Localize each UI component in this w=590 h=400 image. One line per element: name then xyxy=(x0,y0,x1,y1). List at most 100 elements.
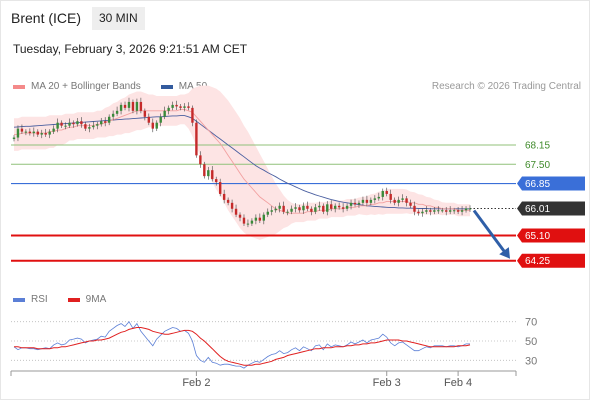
candle xyxy=(218,178,222,197)
candle xyxy=(76,117,79,127)
candle-body xyxy=(88,127,91,129)
candle-body xyxy=(377,196,380,199)
candle-body xyxy=(452,210,456,212)
candle xyxy=(111,110,115,121)
candle xyxy=(322,203,325,215)
candle-body xyxy=(104,121,107,123)
candle xyxy=(36,129,39,137)
candle-body xyxy=(127,101,131,108)
projection-arrow-shaft xyxy=(472,209,508,255)
timestamp: Tuesday, February 3, 2026 9:21:51 AM CET xyxy=(13,42,248,56)
candle xyxy=(341,203,345,213)
candle-body xyxy=(270,210,273,212)
level-tag-label-5: 64.25 xyxy=(525,256,550,267)
candle-body xyxy=(345,205,349,209)
candle-body xyxy=(151,122,154,129)
candle-body xyxy=(107,116,111,123)
candle-body xyxy=(16,128,20,138)
candle-body xyxy=(417,211,420,214)
candle-body xyxy=(100,121,103,125)
candle-body xyxy=(207,170,210,177)
candle xyxy=(302,202,305,214)
ma20-swatch-icon xyxy=(13,84,25,89)
candle xyxy=(115,106,119,117)
candle xyxy=(274,206,277,213)
x-tick-label-2: Feb 4 xyxy=(444,377,472,389)
candle xyxy=(155,120,158,132)
candle xyxy=(20,124,24,134)
candle xyxy=(44,128,47,137)
candle-body xyxy=(52,128,55,132)
candle xyxy=(68,118,71,129)
candle xyxy=(242,214,246,226)
candle xyxy=(258,213,262,224)
candle xyxy=(369,197,373,206)
candle-body xyxy=(215,179,218,183)
candle-body xyxy=(32,131,36,134)
legend-label-ma50: MA 50 xyxy=(178,81,208,92)
candle xyxy=(32,127,36,137)
candle-body xyxy=(341,207,345,209)
candle xyxy=(310,206,313,216)
candle-body xyxy=(286,211,289,213)
candle-body xyxy=(369,199,373,203)
candle xyxy=(401,194,404,203)
candle xyxy=(207,166,210,180)
rsi-series-9ma-line xyxy=(14,327,471,366)
candle xyxy=(282,201,285,215)
candle xyxy=(96,121,99,130)
candle xyxy=(12,135,16,142)
candle-body xyxy=(92,125,95,128)
candle xyxy=(24,129,28,136)
candle xyxy=(448,206,452,215)
candle xyxy=(104,117,107,127)
candle xyxy=(222,189,226,204)
candle-body xyxy=(258,217,262,221)
candle-body xyxy=(218,182,222,194)
timeframe-badge[interactable]: 30 MIN xyxy=(92,7,145,30)
candle-body xyxy=(234,208,238,215)
legend-label-9ma: 9MA xyxy=(85,294,107,305)
candle-body xyxy=(246,223,250,225)
candle xyxy=(397,196,400,207)
candle xyxy=(64,122,67,130)
candle xyxy=(163,106,166,120)
legend-label-rsi: RSI xyxy=(31,294,48,305)
x-tick-label-1: Feb 3 xyxy=(373,377,401,389)
candle xyxy=(60,120,63,129)
candle-body xyxy=(464,208,468,211)
legend-item-ma50: MA 50 xyxy=(160,81,208,92)
candle-body xyxy=(409,202,412,206)
candle xyxy=(365,195,369,207)
candle xyxy=(56,118,59,133)
level-tag-bg-3 xyxy=(517,201,585,216)
candle-body xyxy=(163,110,166,117)
candle-body xyxy=(20,128,24,132)
candle-body xyxy=(413,205,416,212)
candle-body xyxy=(445,210,448,212)
x-tick-label-0: Feb 2 xyxy=(182,377,210,389)
candle xyxy=(425,206,428,215)
candle-body xyxy=(468,208,472,210)
candle-body xyxy=(179,106,182,108)
candle xyxy=(294,203,297,213)
candle xyxy=(393,197,396,206)
candle-body xyxy=(294,207,297,209)
candle-body xyxy=(60,122,63,126)
legend-item-9ma: 9MA xyxy=(67,294,107,305)
candle xyxy=(318,201,321,211)
candle xyxy=(330,200,333,212)
level-tag-1: 67.50 xyxy=(525,160,550,171)
candle xyxy=(445,206,448,216)
candle-body xyxy=(40,133,43,135)
level-tag-label-0: 68.15 xyxy=(525,140,550,151)
candle xyxy=(377,192,380,201)
candle xyxy=(80,117,83,128)
projection-arrow-head-icon xyxy=(499,247,510,259)
candle xyxy=(48,129,51,139)
candle-body xyxy=(397,199,400,203)
candle xyxy=(211,166,214,182)
level-tag-bg-4 xyxy=(517,228,585,243)
candle-body xyxy=(330,204,333,209)
candle-body xyxy=(72,122,75,125)
